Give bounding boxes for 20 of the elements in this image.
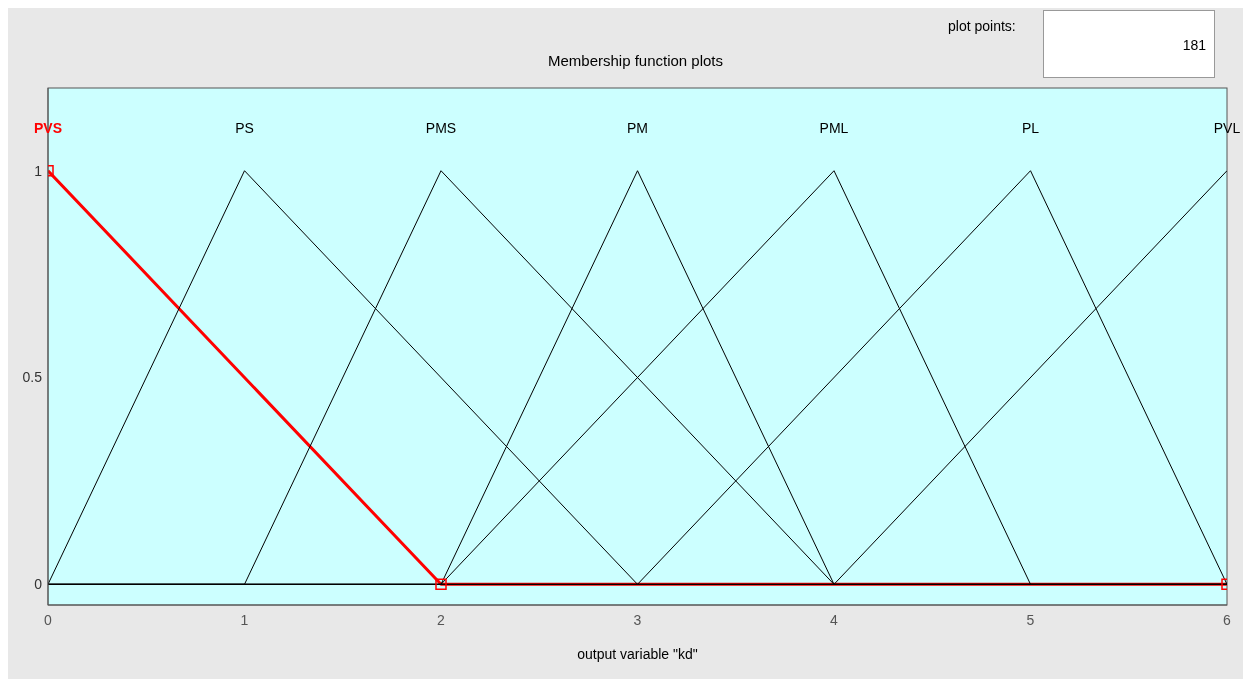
chart-title: Membership function plots [546, 52, 725, 69]
x-tick-label: 6 [1223, 611, 1232, 628]
text: PL [1021, 119, 1040, 136]
y-tick-label: 0 [34, 576, 43, 593]
x-tick-label: 2 [437, 611, 446, 628]
y-tick-label: 0.5 [22, 369, 43, 386]
text: PVL [1213, 119, 1241, 136]
text: PMS [425, 119, 457, 136]
y-tick-label: 1 [34, 162, 43, 179]
x-tick-label: 5 [1026, 611, 1035, 628]
text: PS [235, 119, 254, 136]
x-tick-label: 1 [240, 611, 249, 628]
text: PML [819, 119, 849, 136]
x-axis-title: output variable "kd" [577, 646, 698, 662]
x-tick-label: 4 [830, 611, 839, 628]
x-tick-label: 3 [633, 611, 642, 628]
text: plot points: [948, 18, 1016, 34]
text: PVS [33, 119, 63, 136]
text-field: 181 [1043, 10, 1215, 78]
text: PM [627, 119, 648, 136]
